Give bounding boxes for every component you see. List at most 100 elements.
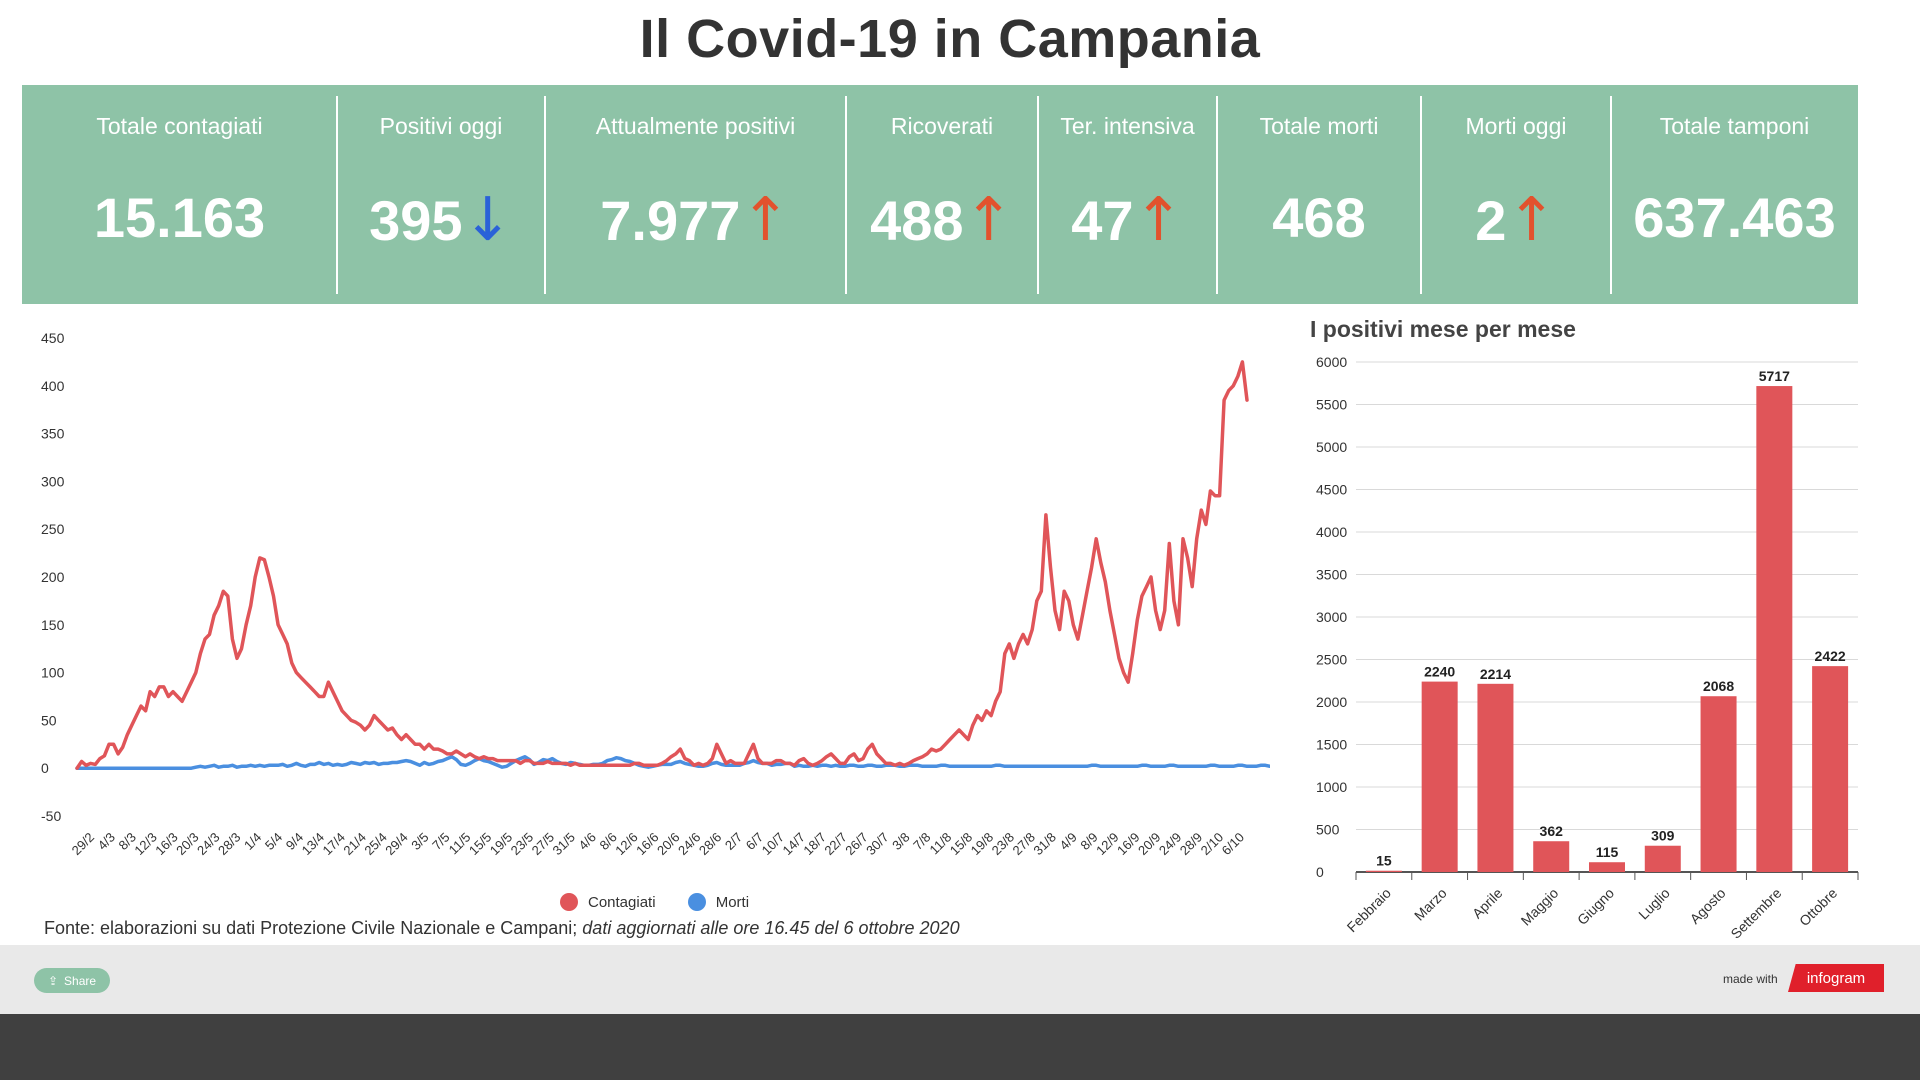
stat-value: 488↑ — [846, 185, 1038, 255]
page-title: Il Covid-19 in Campania — [639, 9, 1261, 69]
y-tick-label: 2000 — [1316, 694, 1347, 710]
x-tick-label: 3/5 — [408, 830, 431, 853]
bar — [1700, 696, 1737, 872]
arrow-down-icon: ↓ — [462, 185, 513, 255]
bar-value-label: 2068 — [1703, 678, 1734, 694]
x-category-label: Aprile — [1469, 885, 1506, 922]
x-category-label: Ottobre — [1796, 885, 1840, 929]
x-tick-label: 3/8 — [889, 830, 912, 853]
x-category-label: Maggio — [1518, 885, 1562, 929]
stat-value: 15.163 — [22, 185, 337, 250]
y-tick-label: 4500 — [1316, 482, 1347, 498]
series-line-contagiati — [75, 360, 1249, 770]
stat-label: Attualmente positivi — [595, 113, 796, 139]
x-tick-label: 1/4 — [241, 830, 264, 853]
series-line-morti — [75, 754, 1270, 770]
y-tick-label: 300 — [41, 473, 65, 489]
bar-value-label: 115 — [1596, 844, 1619, 860]
x-category-label: Settembre — [1727, 885, 1784, 942]
bar — [1644, 845, 1681, 872]
share-button[interactable]: ⇪ Share — [34, 968, 110, 993]
bar-value-label: 15 — [1376, 853, 1392, 869]
y-tick-label: 1500 — [1316, 737, 1347, 753]
stat-morti-oggi: Morti oggi 2↑ — [1421, 85, 1611, 304]
x-tick-label: 29/4 — [382, 830, 411, 859]
stat-attualmente-positivi: Attualmente positivi 7.977↑ — [545, 85, 846, 304]
y-tick-label: 6000 — [1316, 354, 1347, 370]
y-tick-label: 0 — [1316, 864, 1324, 880]
bar-value-label: 2240 — [1424, 664, 1455, 680]
bar — [1533, 841, 1570, 872]
stat-totale-contagiati: Totale contagiati 15.163 — [22, 85, 337, 304]
x-tick-label: 31/5 — [550, 830, 579, 859]
stat-divider — [1216, 96, 1218, 294]
y-tick-label: 5500 — [1316, 397, 1347, 413]
line-chart-legend: Contagiati Morti — [560, 893, 777, 915]
stat-label: Ter. intensiva — [1060, 113, 1195, 139]
made-with-text: made with — [1723, 972, 1778, 986]
stat-number: 637.463 — [1633, 186, 1836, 249]
x-tick-label: 28/3 — [215, 830, 244, 859]
stat-number: 468 — [1272, 186, 1366, 249]
stat-totale-tamponi: Totale tamponi 637.463 — [1611, 85, 1858, 304]
bar-value-label: 309 — [1651, 828, 1675, 844]
stat-label: Totale tamponi — [1659, 113, 1810, 139]
stat-totale-morti: Totale morti 468 — [1217, 85, 1421, 304]
legend-dot-morti — [687, 893, 706, 911]
bar — [1365, 870, 1402, 872]
x-category-label: Luglio — [1635, 885, 1673, 923]
stat-ricoverati: Ricoverati 488↑ — [846, 85, 1038, 304]
y-tick-label: 2500 — [1316, 652, 1347, 668]
x-tick-label: 4/9 — [1056, 830, 1079, 853]
stat-number: 7.977 — [600, 189, 741, 252]
arrow-up-icon: ↑ — [963, 185, 1014, 255]
footer-bar: ⇪ Share made with infogram — [0, 945, 1920, 1014]
stat-divider — [845, 96, 847, 294]
arrow-up-icon: ↑ — [740, 185, 791, 255]
bar-value-label: 2422 — [1815, 648, 1846, 664]
monthly-bar-chart: 0 500 1000 1500 2000 2500 3000 3500 4000 4500 5000… — [1316, 354, 1859, 942]
bar — [1756, 386, 1793, 872]
stat-divider — [1037, 96, 1039, 294]
x-tick-label: 4/6 — [576, 830, 599, 853]
y-tick-label: -50 — [41, 808, 61, 824]
arrow-up-icon: ↑ — [1133, 185, 1184, 255]
x-category-label: Agosto — [1687, 885, 1729, 927]
y-tick-label: 3500 — [1316, 567, 1347, 583]
x-tick-label: 6/10 — [1219, 830, 1248, 859]
stat-value: 7.977↑ — [545, 185, 846, 255]
stat-divider — [336, 96, 338, 294]
x-tick-label: 2/7 — [722, 830, 745, 853]
y-tick-label: 250 — [41, 521, 65, 537]
stat-label: Morti oggi — [1465, 113, 1567, 139]
stat-value: 47↑ — [1038, 185, 1217, 255]
stat-positivi-oggi: Positivi oggi 395↓ — [337, 85, 545, 304]
bar-value-label: 362 — [1540, 823, 1564, 839]
source-text: Fonte: elaborazioni su dati Protezione C… — [44, 918, 583, 938]
stats-panel: Totale contagiati 15.163 Positivi oggi 395↓… — [22, 85, 1858, 304]
stat-number: 2 — [1475, 189, 1507, 252]
x-tick-label: 31/8 — [1030, 830, 1059, 859]
arrow-up-icon: ↑ — [1506, 185, 1557, 255]
legend-item-contagiati[interactable]: Contagiati — [560, 893, 656, 911]
y-tick-label: 150 — [41, 617, 65, 633]
y-tick-label: 4000 — [1316, 524, 1347, 540]
legend-label-morti: Morti — [715, 893, 750, 911]
y-tick-label: 450 — [41, 330, 65, 346]
share-icon: ⇪ — [47, 973, 59, 988]
bottom-dark-bar — [0, 1014, 1920, 1080]
bar — [1421, 681, 1458, 872]
stat-label: Positivi oggi — [379, 113, 503, 139]
stat-divider — [1610, 96, 1612, 294]
stat-value: 2↑ — [1421, 185, 1611, 255]
x-category-label: Marzo — [1411, 885, 1450, 924]
stat-label: Totale morti — [1259, 113, 1379, 139]
infogram-logo[interactable]: infogram — [1788, 964, 1884, 992]
x-tick-label: 28/6 — [696, 830, 725, 859]
bar-value-label: 2214 — [1480, 666, 1511, 682]
y-tick-label: 1000 — [1316, 779, 1347, 795]
legend-item-morti[interactable]: Morti — [687, 893, 750, 911]
y-tick-label: 350 — [41, 426, 65, 442]
stat-number: 395 — [369, 189, 463, 252]
infogram-logo-text: infogram — [1806, 969, 1866, 987]
